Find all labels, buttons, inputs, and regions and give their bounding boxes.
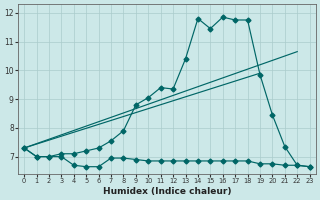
X-axis label: Humidex (Indice chaleur): Humidex (Indice chaleur) (103, 187, 231, 196)
